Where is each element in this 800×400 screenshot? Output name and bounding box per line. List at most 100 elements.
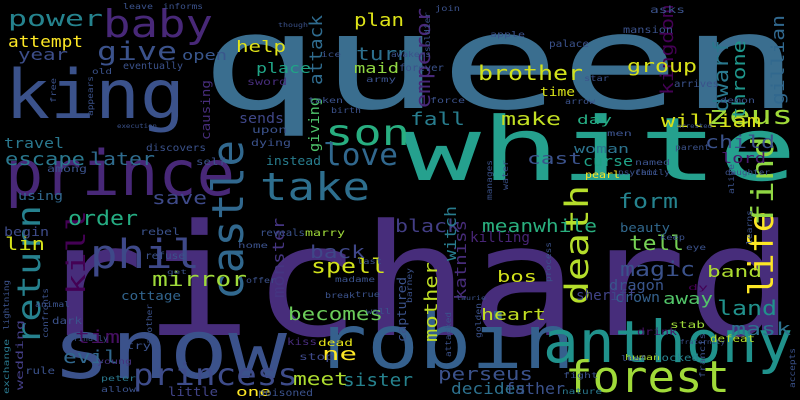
word-join: join [435, 4, 460, 13]
word-free: free [49, 78, 58, 103]
word-kingdom: kingdom [657, 5, 678, 95]
word-band: band [707, 262, 762, 281]
word-give: give [97, 37, 177, 67]
word-ne: ne [322, 344, 357, 365]
word-away: away [663, 289, 713, 308]
word-eye: eye [686, 243, 706, 252]
word-throne: throne [729, 40, 750, 120]
word-back: back [310, 242, 365, 263]
word-stab: stab [670, 320, 705, 331]
word-baby: baby [103, 2, 213, 46]
word-refuse: refuse [145, 251, 185, 262]
word-killing: killing [470, 230, 530, 246]
word-white: white [402, 98, 797, 201]
word-fall: fall [410, 109, 465, 130]
word-exchange: exchange [2, 339, 11, 394]
word-time: time [540, 85, 575, 99]
word-human: human [625, 353, 660, 362]
word-phil: phil [90, 232, 200, 278]
word-awakens: awakens [391, 50, 431, 59]
word-birth: birth [331, 106, 361, 115]
word-pearl: pearl [585, 170, 620, 181]
word-land: land [717, 296, 777, 320]
word-order: order [68, 206, 138, 230]
word-magic: magic [620, 257, 695, 281]
word-tell: tell [629, 231, 684, 255]
word-daughter: daughter [725, 168, 770, 177]
word-princess: princess [133, 358, 298, 393]
word-meanwhile: meanwhile [482, 216, 597, 237]
word-young: young [97, 357, 132, 366]
word-kill: kill [62, 210, 92, 295]
word-bos: bos [497, 267, 537, 286]
word-attack: attack [306, 15, 327, 85]
word-locked: locked [654, 353, 699, 364]
word-little: little [168, 385, 218, 399]
word-mirror: mirror [152, 267, 247, 291]
word-katniss: katniss [451, 220, 470, 300]
word-self: self [196, 157, 226, 168]
word-allow: allow [101, 385, 136, 394]
word-accepts: accepts [788, 348, 797, 388]
word-group: group [627, 56, 697, 77]
word-taken: taken [308, 96, 343, 105]
word-dying: dying [251, 138, 291, 149]
word-using: using [18, 189, 63, 203]
word-forever: forever [399, 63, 444, 74]
word-another: another [145, 304, 154, 344]
word-cast: cast [527, 149, 582, 168]
word-drink: drink [637, 327, 677, 338]
word-family: family [635, 168, 670, 177]
word-spell: spell [311, 254, 386, 278]
word-star: star [584, 74, 609, 83]
word-dy: dy [688, 283, 708, 292]
word-one: one [236, 385, 271, 399]
word-plan: plan [354, 10, 404, 31]
word-lightning: lightning [2, 280, 11, 330]
word-manages: manages [485, 160, 494, 200]
word-prince: prince [5, 137, 235, 210]
word-appears: appears [86, 76, 95, 116]
word-francis: francis [698, 333, 707, 378]
word-causing: causing [199, 80, 213, 140]
word-attacked: attacked [444, 312, 453, 357]
word-place: place [256, 61, 311, 77]
word-emperor: emperor [411, 8, 435, 108]
word-curse: curse [583, 154, 633, 170]
word-mansion: mansion [623, 25, 673, 36]
word-kiss: kiss [287, 337, 317, 348]
word-parent: parent [675, 143, 710, 152]
word-form: form [618, 189, 678, 213]
word-among: among [47, 164, 87, 175]
word-fraternity: fraternity [680, 339, 725, 346]
word-execution: execution [117, 123, 157, 130]
word-dark: dark [52, 316, 82, 327]
word-love: love [323, 138, 398, 173]
word-barney: barney [405, 268, 414, 303]
word-gillian: gillian [768, 15, 789, 105]
word-ice: ice [321, 50, 341, 59]
word-force: force [430, 96, 465, 105]
word-brother: brother [478, 61, 583, 85]
word-power: power [8, 7, 103, 32]
word-richard: richard [35, 191, 795, 372]
word-begin: begin [4, 225, 49, 239]
word-lord: lord [721, 151, 766, 167]
word-make: make [501, 109, 561, 130]
word-turn: turn [356, 44, 411, 65]
word-nature: nature [562, 387, 602, 396]
word-robin: robin [315, 298, 575, 386]
word-beauty: beauty [620, 221, 670, 235]
word-giving: giving [307, 97, 323, 152]
word-black: black [395, 216, 460, 237]
word-dwarf: dwarf [709, 40, 733, 112]
word-king: king [5, 56, 185, 135]
word-water: water [501, 160, 510, 190]
word-help: help [236, 37, 286, 56]
word-true: true [355, 290, 380, 299]
word-william: william [661, 111, 761, 132]
word-defeat: defeat [710, 334, 755, 345]
word-zeus: zeus [708, 101, 793, 131]
word-open: open [182, 48, 227, 64]
